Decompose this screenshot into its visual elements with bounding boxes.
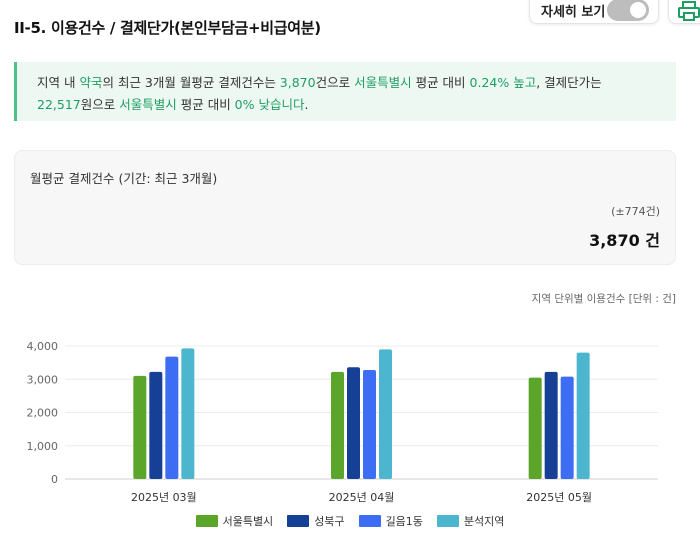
legend-label: 길음1동	[385, 515, 423, 528]
bar	[379, 349, 392, 479]
bar	[560, 376, 574, 479]
y-tick-label: 2,000	[27, 407, 59, 420]
chart-unit-note: 지역 단위별 이용건수 [단위 : 건]	[531, 293, 676, 305]
legend-swatch	[287, 515, 310, 527]
bar	[528, 377, 542, 479]
summary-highlight-count: 3,870	[279, 75, 316, 90]
bar	[133, 375, 147, 479]
y-tick-label: 3,000	[27, 373, 59, 386]
bar	[544, 371, 558, 479]
legend-item[interactable]: 길음1동	[358, 513, 423, 529]
y-tick-label: 1,000	[27, 440, 59, 453]
card-title: 월평균 결제건수 (기간: 최근 3개월)	[30, 171, 218, 186]
legend-label: 서울특별시	[222, 515, 274, 528]
summary-text: 원으로	[80, 97, 120, 112]
summary-highlight-region: 서울특별시	[354, 75, 412, 90]
y-tick-label: 0	[51, 473, 58, 486]
toggle-knob	[630, 2, 646, 18]
x-tick-label: 2025년 05월	[526, 491, 592, 504]
summary-text: .	[304, 97, 309, 112]
summary-highlight-region: 서울특별시	[119, 97, 177, 112]
y-tick-label: 4,000	[27, 340, 59, 353]
detail-toggle-label: 자세히 보기	[541, 5, 606, 20]
detail-toggle-switch[interactable]	[607, 0, 649, 21]
legend-item[interactable]: 성북구	[287, 513, 345, 529]
legend-label: 성북구	[314, 515, 345, 528]
page-title: II-5. 이용건수 / 결제단가(본인부담금+비급여분)	[14, 19, 321, 37]
summary-highlight-pharmacy: 약국	[79, 75, 103, 90]
legend-item[interactable]: 분석지역	[436, 513, 505, 529]
bar	[347, 367, 360, 479]
bar-chart: 0 1,000 2,000 3,000 4,000 2025년 03월 2025년 04월 2…	[27, 340, 658, 504]
legend-label: 분석지역	[463, 515, 505, 528]
summary-text: , 결제단가는	[536, 75, 602, 90]
summary-box: 지역 내 약국의 최근 3개월 월평균 결제건수는 3,870건으로 서울특별시…	[14, 62, 676, 121]
legend-item[interactable]: 서울특별시	[195, 513, 274, 529]
summary-highlight-price-diff: 0% 낮습니다	[234, 97, 305, 112]
bar	[181, 348, 195, 479]
card-deviation: (±774건)	[611, 205, 660, 218]
legend-swatch	[195, 515, 218, 527]
summary-text: 의 최근 3개월 월평균 결제건수는	[102, 75, 280, 90]
bar	[576, 352, 590, 479]
monthly-count-card: 월평균 결제건수 (기간: 최근 3개월) (±774건) 3,870 건	[14, 150, 676, 265]
summary-highlight-price: 22,517	[37, 97, 81, 112]
legend-swatch	[358, 515, 381, 527]
card-value: 3,870 건	[589, 231, 660, 250]
bar	[331, 371, 344, 479]
summary-highlight-count-diff: 0.24% 높고	[469, 75, 537, 90]
x-tick-label: 2025년 03월	[131, 491, 197, 504]
bar	[363, 369, 376, 479]
print-icon	[678, 1, 700, 21]
print-button[interactable]	[668, 0, 700, 24]
summary-text: 지역 내	[37, 75, 80, 90]
legend-swatch	[436, 515, 459, 527]
bar	[165, 356, 179, 479]
summary-text: 평균 대비	[411, 75, 470, 90]
chart-legend: 서울특별시 성북구 길음1동 분석지역	[0, 513, 700, 529]
x-tick-label: 2025년 04월	[329, 491, 395, 504]
summary-text: 건으로	[315, 75, 355, 90]
bar	[149, 371, 163, 479]
detail-toggle-container[interactable]: 자세히 보기	[529, 0, 659, 24]
summary-text: 평균 대비	[176, 97, 235, 112]
